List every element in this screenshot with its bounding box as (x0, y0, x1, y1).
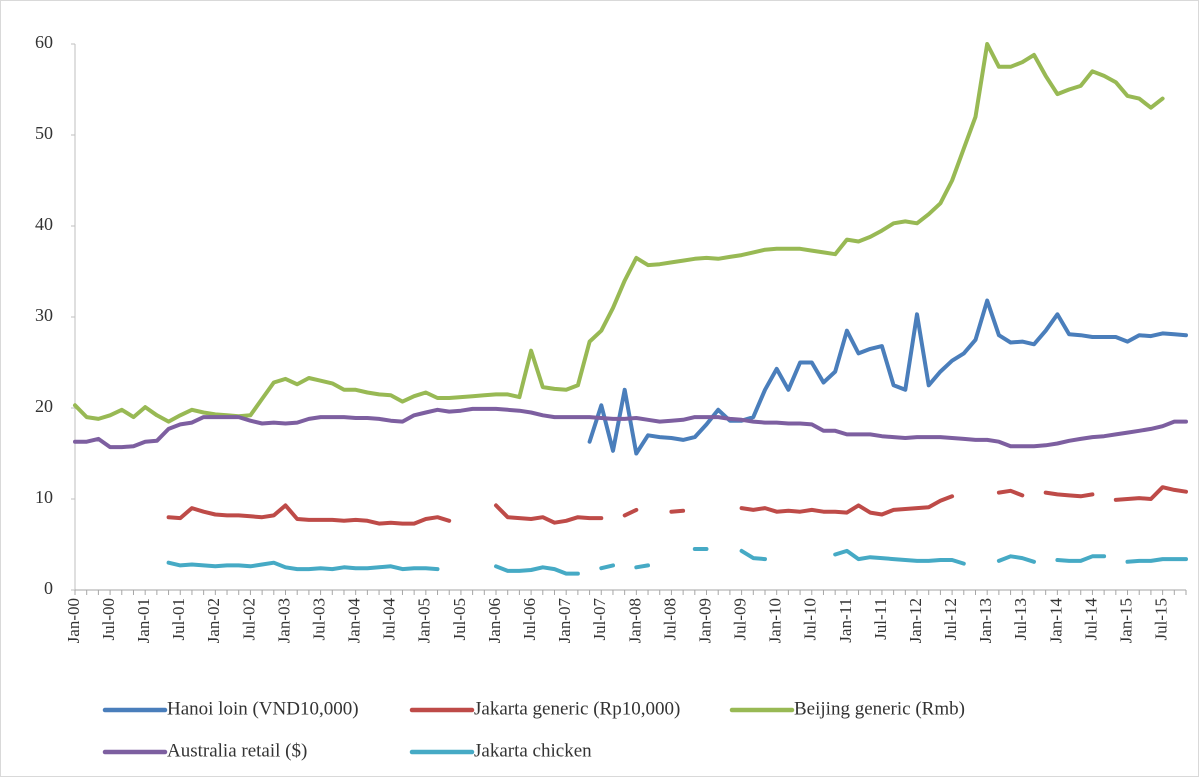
x-tick-label: Jan-12 (906, 598, 925, 643)
x-tick-label: Jul-05 (450, 598, 469, 641)
x-tick-label: Jan-14 (1046, 598, 1065, 644)
x-tick-label: Jul-14 (1081, 598, 1100, 641)
x-tick-label: Jul-15 (1152, 598, 1171, 641)
x-tick-label: Jan-10 (766, 598, 785, 643)
y-tick-label: 20 (35, 396, 53, 416)
x-tick-label: Jan-02 (204, 598, 223, 643)
x-tick-label: Jan-05 (415, 598, 434, 643)
x-tick-label: Jul-09 (731, 598, 750, 641)
x-tick-label: Jul-10 (801, 598, 820, 641)
legend-label: Jakarta chicken (474, 740, 592, 761)
legend-label: Beijing generic (Rmb) (794, 698, 965, 719)
legend-label: Hanoi loin (VND10,000) (167, 698, 359, 719)
x-tick-label: Jan-09 (695, 598, 714, 643)
y-tick-label: 30 (35, 305, 53, 325)
x-tick-label: Jul-13 (1011, 598, 1030, 641)
x-tick-label: Jul-00 (99, 598, 118, 641)
y-tick-label: 40 (35, 214, 53, 234)
x-tick-label: Jan-13 (976, 598, 995, 643)
legend-label: Australia retail ($) (167, 740, 307, 761)
series-line (73, 406, 1188, 450)
x-tick-label: Jan-03 (274, 598, 293, 643)
x-tick-label: Jan-01 (134, 598, 153, 643)
x-tick-label: Jan-04 (345, 598, 364, 644)
series-line (587, 298, 1188, 456)
series-line (73, 42, 1165, 424)
x-tick-label: Jan-15 (1116, 598, 1135, 643)
series-line (166, 485, 1188, 526)
x-tick-label: Jul-08 (660, 598, 679, 641)
x-tick-label: Jan-00 (64, 598, 83, 643)
x-tick-label: Jul-11 (871, 598, 890, 640)
x-tick-label: Jul-01 (169, 598, 188, 641)
x-tick-label: Jul-03 (309, 598, 328, 641)
x-tick-label: Jul-12 (941, 598, 960, 641)
legend-label: Jakarta generic (Rp10,000) (474, 698, 680, 719)
y-tick-label: 60 (35, 32, 53, 52)
x-tick-label: Jul-07 (590, 598, 609, 641)
y-tick-label: 50 (35, 123, 53, 143)
series-line (166, 547, 1188, 576)
y-tick-label: 10 (35, 487, 53, 507)
x-tick-label: Jan-08 (625, 598, 644, 643)
y-tick-label: 0 (44, 578, 53, 598)
x-tick-label: Jan-06 (485, 598, 504, 643)
x-tick-label: Jan-07 (555, 598, 574, 644)
x-tick-label: Jul-02 (239, 598, 258, 641)
x-tick-label: Jul-04 (380, 598, 399, 641)
x-tick-label: Jan-11 (836, 598, 855, 643)
x-tick-label: Jul-06 (520, 598, 539, 641)
